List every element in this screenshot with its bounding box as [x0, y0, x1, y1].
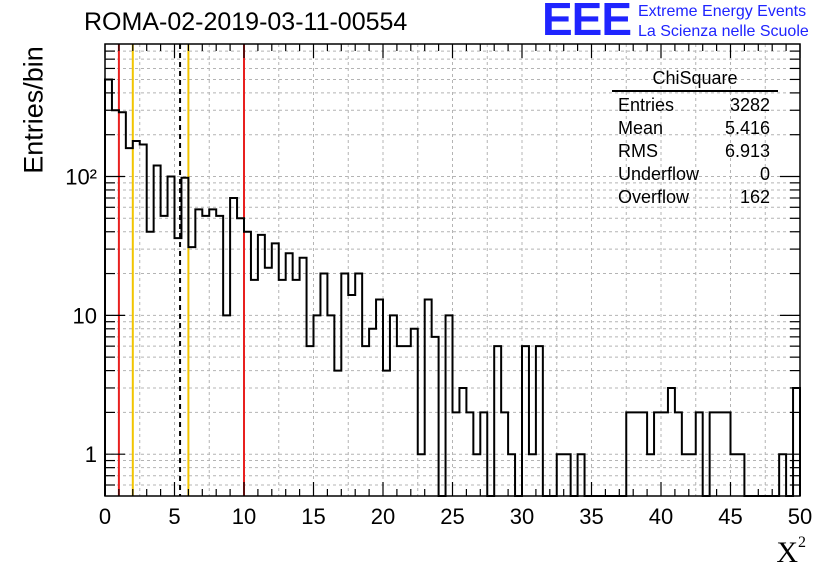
x-tick-label: 0	[99, 504, 111, 529]
grid	[105, 44, 800, 496]
x-tick-label: 10	[232, 504, 256, 529]
x-axis-label-text: X	[776, 536, 798, 569]
x-tick-label: 50	[788, 504, 812, 529]
stats-label: RMS	[618, 141, 658, 161]
stats-row-mean: Mean 5.416	[612, 117, 778, 140]
y-tick-labels: 1 10 10²	[65, 164, 97, 467]
x-axis-label: X2	[776, 534, 806, 570]
logo-line-2: La Scienza nelle Scuole	[638, 23, 809, 40]
stats-row-rms: RMS 6.913	[612, 140, 778, 163]
chart-title: ROMA-02-2019-03-11-00554	[84, 8, 408, 36]
x-tick-labels: 0 5 10 15 20 25 30 35 40 45 50	[99, 504, 812, 529]
stats-value: 0	[759, 164, 770, 184]
logo-line-1: Extreme Energy Events	[638, 3, 807, 20]
stats-value: 162	[739, 187, 770, 207]
histogram-series	[104, 78, 801, 497]
x-tick-label: 30	[510, 504, 534, 529]
y-tick-label: 10	[73, 303, 97, 328]
x-tick-label: 40	[649, 504, 673, 529]
stats-title: ChiSquare	[612, 66, 778, 92]
x-tick-label: 5	[168, 504, 180, 529]
x-tick-label: 25	[440, 504, 464, 529]
x-tick-label: 15	[301, 504, 325, 529]
stats-row-underflow: Underflow 0	[612, 163, 778, 186]
reference-lines	[117, 44, 245, 496]
y-axis-label: Entries/bin	[18, 46, 49, 174]
x-axis-label-superscript: 2	[798, 534, 806, 551]
histogram-outline	[104, 78, 801, 497]
stats-value: 6.913	[724, 141, 770, 161]
axis-ticks	[104, 44, 801, 496]
x-tick-label: 45	[718, 504, 742, 529]
y-tick-label: 1	[85, 442, 97, 467]
y-tick-label: 10²	[65, 164, 97, 189]
stats-row-entries: Entries 3282	[612, 94, 778, 117]
stats-box: ChiSquare Entries 3282 Mean 5.416 RMS 6.…	[612, 66, 778, 209]
x-tick-label: 20	[371, 504, 395, 529]
stats-label: Mean	[618, 118, 664, 138]
stats-label: Underflow	[618, 164, 700, 184]
logo-mark: EEE	[542, 0, 632, 45]
stats-row-overflow: Overflow 162	[612, 186, 778, 209]
stats-value: 3282	[729, 95, 770, 115]
x-tick-label: 35	[579, 504, 603, 529]
stats-value: 5.416	[724, 118, 770, 138]
stats-label: Entries	[618, 95, 675, 115]
stats-label: Overflow	[618, 187, 690, 207]
